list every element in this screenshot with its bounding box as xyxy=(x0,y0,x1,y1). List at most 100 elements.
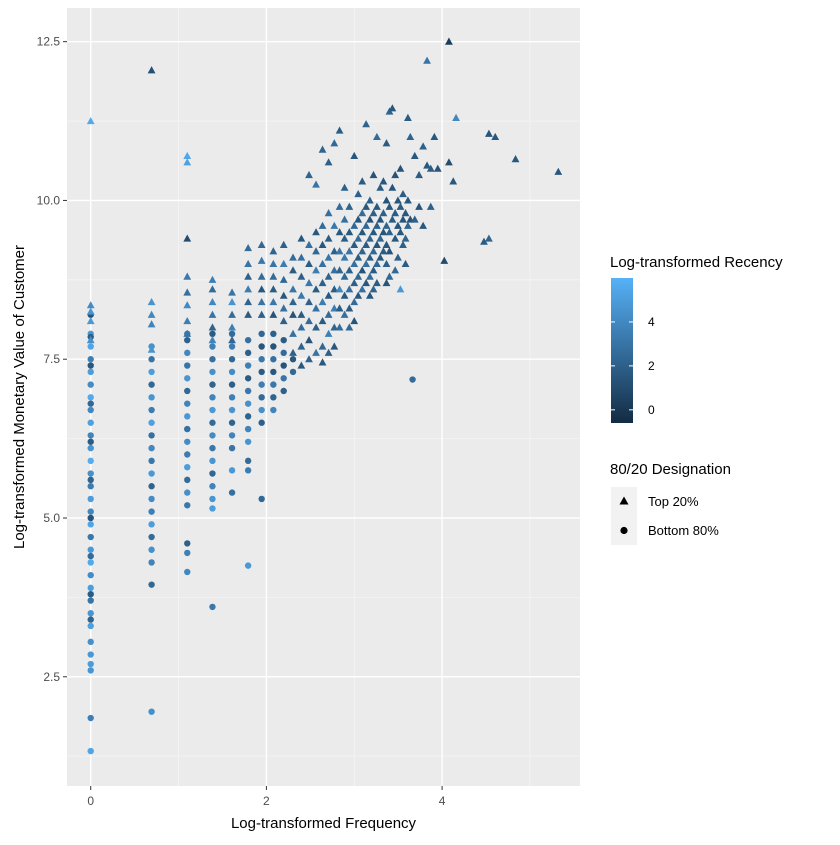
bottom-80-point xyxy=(280,387,287,395)
bottom-80-point xyxy=(184,349,191,357)
top-20-point xyxy=(297,291,306,299)
bottom-80-point xyxy=(184,463,191,471)
bottom-80-point xyxy=(244,362,252,369)
top-20-point xyxy=(318,278,327,287)
top-20-point xyxy=(330,323,339,331)
bottom-80-point xyxy=(87,432,94,439)
legend-circle-icon xyxy=(620,526,628,535)
top-20-point xyxy=(369,209,378,217)
top-20-point xyxy=(379,209,388,217)
minor-gridlines xyxy=(67,8,580,786)
y-tick-label: 12.5 xyxy=(37,35,61,49)
top-20-point xyxy=(406,132,415,141)
y-axis-title: Log-transformed Monetary Value of Custom… xyxy=(11,245,28,549)
y-tick-label: 10.0 xyxy=(37,193,61,207)
top-20-point xyxy=(297,342,306,350)
bottom-80-point xyxy=(148,432,155,439)
top-20-point xyxy=(426,164,435,172)
top-20-point xyxy=(330,221,339,229)
bottom-80-point xyxy=(244,375,252,382)
top-20-point xyxy=(385,202,394,210)
top-20-point xyxy=(358,209,367,217)
top-20-point xyxy=(376,215,385,223)
top-20-point xyxy=(147,297,156,306)
top-20-point xyxy=(279,240,288,248)
top-20-point xyxy=(423,161,431,169)
top-20-point xyxy=(445,158,453,166)
bottom-80-point xyxy=(87,533,94,541)
top-20-point xyxy=(208,297,217,306)
top-20-point xyxy=(382,240,391,248)
top-20-point xyxy=(396,202,405,210)
bottom-80-point xyxy=(87,660,94,668)
top-20-point xyxy=(340,183,349,191)
top-20-point xyxy=(340,215,349,223)
top-20-point xyxy=(345,285,354,293)
bottom-80-point xyxy=(228,432,236,439)
top-20-point xyxy=(324,310,333,318)
bottom-80-point xyxy=(209,356,216,363)
top-20-point xyxy=(312,266,320,274)
top-20-point xyxy=(369,266,378,274)
top-20-point xyxy=(382,221,391,229)
top-20-point xyxy=(415,202,423,210)
top-20-point xyxy=(305,336,313,344)
shape-legend-title: 80/20 Designation xyxy=(610,461,731,478)
bottom-80-point xyxy=(148,406,155,414)
bottom-80-point xyxy=(228,444,236,452)
top-20-point xyxy=(369,170,378,179)
top-20-point xyxy=(358,177,367,185)
y-axis: 2.5 5.0 7.5 10.0 12.5 xyxy=(37,35,67,684)
top-20-point xyxy=(491,132,500,141)
x-tick-label: 4 xyxy=(439,794,446,808)
top-20-point xyxy=(373,240,381,248)
top-20-point xyxy=(362,240,370,248)
bottom-80-point xyxy=(209,483,216,490)
top-20-point xyxy=(208,275,217,283)
bottom-80-point xyxy=(184,425,191,433)
top-20-point xyxy=(183,151,192,160)
top-20-point xyxy=(312,323,320,331)
colour-bar-ticks: 0 2 4 xyxy=(611,315,655,417)
bottom-80-point xyxy=(270,330,277,338)
bottom-80-point xyxy=(289,356,297,363)
bottom-80-point xyxy=(184,502,191,509)
top-20-point xyxy=(404,113,412,121)
top-20-point xyxy=(257,310,266,318)
top-20-point xyxy=(340,272,349,280)
bottom-80-point xyxy=(148,419,155,426)
bottom-80-point xyxy=(148,368,155,376)
bottom-80-point xyxy=(87,651,94,658)
top-20-point xyxy=(297,323,306,331)
bottom-80-point xyxy=(280,349,287,357)
top-20-point xyxy=(86,116,95,125)
top-20-point xyxy=(354,291,363,299)
top-20-point xyxy=(289,285,297,293)
bottom-80-point xyxy=(87,400,94,407)
bottom-80-point xyxy=(184,540,191,547)
top-20-point xyxy=(382,278,391,287)
bottom-80-point xyxy=(228,381,236,388)
bottom-80-point xyxy=(209,495,216,503)
top-20-point xyxy=(324,272,333,280)
top-20-point xyxy=(430,132,439,141)
top-20-point xyxy=(399,215,407,223)
top-20-point xyxy=(269,285,278,293)
top-20-point xyxy=(554,167,563,175)
top-20-point xyxy=(365,196,374,204)
bottom-80-point xyxy=(184,387,191,395)
bottom-80-point xyxy=(184,549,191,557)
top-20-point xyxy=(404,196,412,204)
top-20-point xyxy=(350,278,359,287)
top-20-point xyxy=(297,234,306,242)
top-20-point xyxy=(362,278,370,287)
top-20-point xyxy=(289,253,297,261)
top-20-point xyxy=(305,355,313,363)
top-20-point xyxy=(401,234,410,242)
bottom-80-point xyxy=(244,400,252,407)
bottom-80-point xyxy=(228,368,236,376)
top-20-point xyxy=(279,291,288,299)
top-20-point xyxy=(183,234,192,242)
top-20-point xyxy=(228,297,236,306)
top-20-point xyxy=(350,297,359,306)
